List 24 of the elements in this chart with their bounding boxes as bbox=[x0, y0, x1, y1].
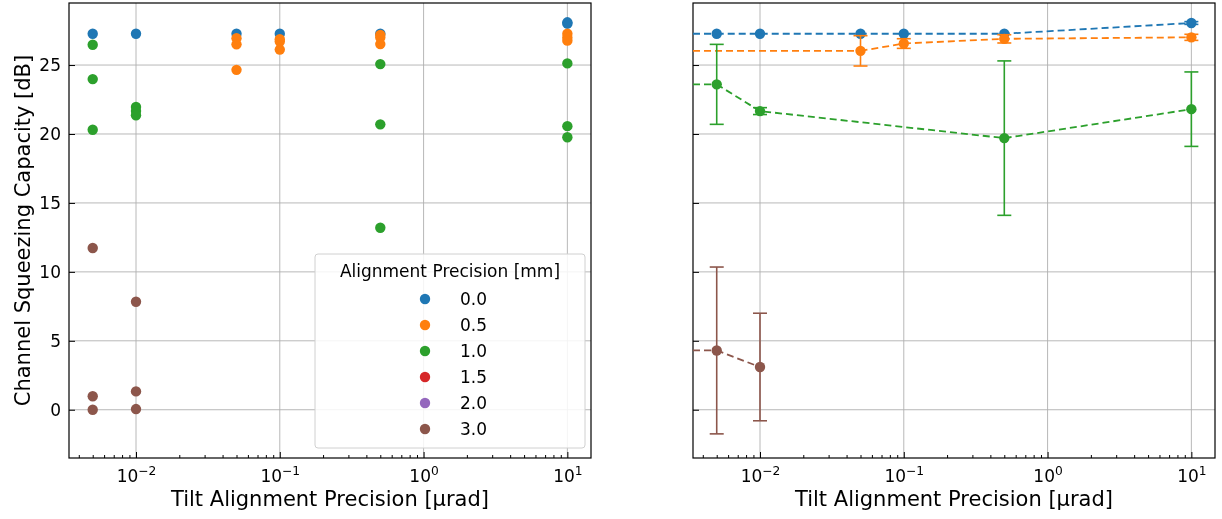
y-tick-label: 0 bbox=[50, 399, 61, 420]
legend-label: 1.5 bbox=[460, 367, 488, 387]
x-tick-label: 10$^{−1}$ bbox=[884, 464, 925, 486]
y-axis-title: Channel Squeezing Capacity [dB] bbox=[11, 54, 35, 407]
y-tick-label: 5 bbox=[50, 330, 61, 351]
y-tick-label: 10 bbox=[39, 261, 61, 282]
y-tick-label: 25 bbox=[39, 54, 61, 75]
x-tick-label: 10$^{1}$ bbox=[553, 464, 583, 486]
legend-label: 0.5 bbox=[460, 315, 488, 335]
y-tick-label: 20 bbox=[39, 123, 61, 144]
legend-label: 2.0 bbox=[460, 393, 488, 413]
x-tick-label: 10$^{−2}$ bbox=[740, 464, 781, 486]
legend-label: 3.0 bbox=[460, 419, 488, 439]
x-tick-label: 10$^{1}$ bbox=[1177, 464, 1207, 486]
x-tick-label: 10$^{−1}$ bbox=[260, 464, 301, 486]
x-tick-label: 10$^{0}$ bbox=[409, 464, 439, 486]
x-axis-title: Tilt Alignment Precision [μrad] bbox=[794, 487, 1113, 511]
legend-label: 0.0 bbox=[460, 289, 488, 309]
x-tick-label: 10$^{0}$ bbox=[1033, 464, 1063, 486]
legend-title: Alignment Precision [mm] bbox=[339, 261, 561, 281]
x-axis-title: Tilt Alignment Precision [μrad] bbox=[170, 487, 489, 511]
y-tick-label: 15 bbox=[39, 192, 61, 213]
legend-label: 1.0 bbox=[460, 341, 488, 361]
x-tick-label: 10$^{−2}$ bbox=[116, 464, 157, 486]
